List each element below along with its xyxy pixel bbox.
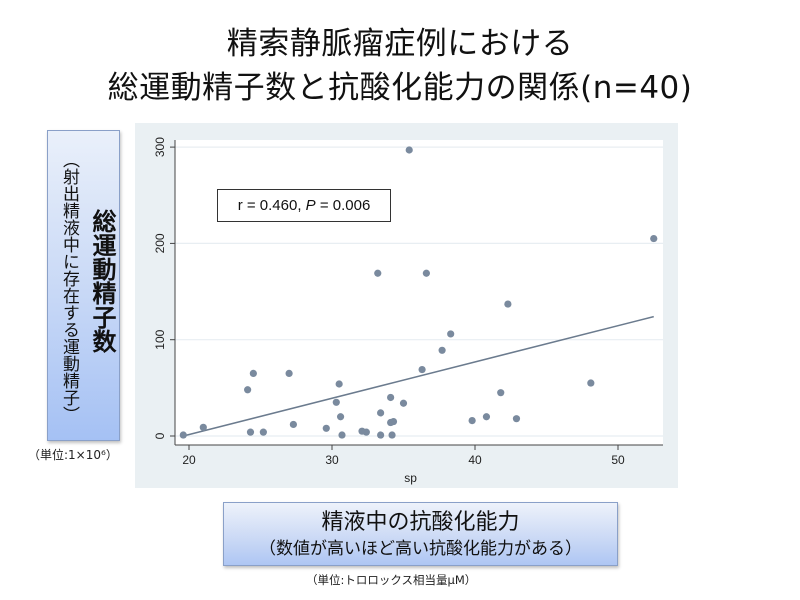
data-point <box>322 424 330 432</box>
x-tick-label: 50 <box>611 453 625 467</box>
data-point <box>246 428 255 436</box>
x-axis-unit: （単位:トロロックス相当量μM） <box>306 573 477 587</box>
data-point <box>259 428 267 436</box>
r-value-text: r = 0.460, <box>237 197 306 214</box>
data-point <box>377 431 385 439</box>
data-point <box>289 420 297 429</box>
data-point <box>497 389 505 397</box>
y-tick-label: 200 <box>153 233 167 253</box>
data-point <box>504 300 512 308</box>
data-point <box>389 417 398 426</box>
x-axis-title: sp <box>404 471 417 485</box>
x-tick-label: 20 <box>182 453 196 467</box>
y-axis-sub-label: （射出精液中に存在する運動精子） <box>59 151 79 423</box>
data-point <box>332 398 340 406</box>
data-point <box>179 431 187 439</box>
regression-line <box>183 315 654 437</box>
y-tick-label: 0 <box>153 432 167 439</box>
correlation-annotation: r = 0.460, P = 0.006 <box>217 189 391 222</box>
data-point <box>199 423 207 431</box>
title-line-2: 総運動精子数と抗酸化能力の関係(n=40) <box>107 70 693 106</box>
x-tick-label: 30 <box>325 453 339 467</box>
data-point <box>336 413 345 421</box>
p-label: P <box>305 197 316 214</box>
data-point <box>338 431 346 439</box>
data-point <box>650 234 658 243</box>
data-point <box>405 146 413 154</box>
y-axis-unit: （単位:1×10⁶） <box>28 448 118 462</box>
y-axis-main-label: 総運動精子数 <box>88 209 116 353</box>
data-point <box>468 416 476 425</box>
data-point <box>422 269 430 277</box>
chart-panel: 0 100 200 300 20 30 40 50 sp <box>135 123 678 488</box>
scatter-plot: 0 100 200 300 20 30 40 50 sp <box>153 137 663 485</box>
data-point <box>285 369 293 378</box>
data-point <box>587 379 595 387</box>
x-axis-label-box: 精液中の抗酸化能力 （数値が高いほど高い抗酸化能力がある） <box>223 502 618 566</box>
data-point <box>447 330 455 338</box>
data-point <box>387 393 395 402</box>
y-tick-label: 300 <box>153 137 167 157</box>
data-point <box>335 380 343 388</box>
data-point <box>377 409 385 417</box>
data-point <box>399 399 408 407</box>
data-point <box>438 346 446 354</box>
x-axis-sub-label: （数値が高いほど高い抗酸化能力がある） <box>259 539 582 559</box>
y-axis-label-box: （射出精液中に存在する運動精子） 総運動精子数 <box>47 130 120 441</box>
y-tick-label: 100 <box>153 329 167 349</box>
p-value-text: = 0.006 <box>315 197 371 214</box>
data-point <box>512 415 521 423</box>
title-line-1: 精索静脈瘤症例における <box>226 26 574 62</box>
data-point <box>418 365 426 374</box>
x-tick-label: 40 <box>468 453 482 467</box>
plot-area <box>175 140 663 445</box>
data-point <box>388 431 396 439</box>
data-point <box>244 386 252 394</box>
chart-title: 精索静脈瘤症例における 総運動精子数と抗酸化能力の関係(n=40) <box>0 22 800 110</box>
data-point <box>362 428 370 436</box>
data-point <box>249 369 257 378</box>
data-point <box>374 269 382 277</box>
x-axis-main-label: 精液中の抗酸化能力 <box>321 510 520 535</box>
data-point <box>482 413 491 421</box>
